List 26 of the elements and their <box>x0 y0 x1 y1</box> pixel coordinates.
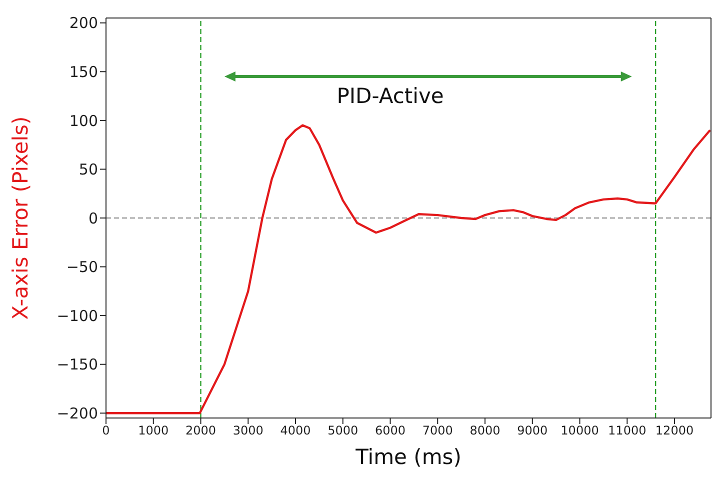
line-series <box>106 124 711 414</box>
y-axis-title: X-axis Error (Pixels) <box>8 116 32 320</box>
x-tick-label: 11000 <box>608 424 646 438</box>
x-tick-label: 6000 <box>374 424 406 438</box>
y-tick-label: −50 <box>66 258 98 276</box>
x-tick-label: 7000 <box>422 424 453 438</box>
x-tick-label: 4000 <box>280 424 311 438</box>
x-tick-label: 8000 <box>470 424 500 438</box>
y-tick-label: −200 <box>56 404 98 422</box>
x-tick-label: 10000 <box>560 424 599 438</box>
y-tick-label: −150 <box>56 356 98 374</box>
y-tick-label: 0 <box>88 209 98 228</box>
annotation: PID-Active <box>336 84 444 108</box>
x-tick-label: 1000 <box>138 424 169 438</box>
x-tick-label: 2000 <box>185 424 216 438</box>
x-tick-label: 9000 <box>517 424 548 438</box>
y-tick-label: 100 <box>69 112 98 130</box>
x-axis-title: Time (ms) <box>354 445 462 469</box>
x-tick-label: 5000 <box>328 424 358 438</box>
y-tick-label: 200 <box>69 14 98 32</box>
x-tick-label: 0 <box>102 424 110 438</box>
y-tick-label: 150 <box>69 62 98 81</box>
y-tick-label: 50 <box>78 160 98 179</box>
y-tick-label: −100 <box>56 306 98 325</box>
x-tick-label: 12000 <box>655 424 694 438</box>
x-tick-label: 3000 <box>232 424 264 438</box>
